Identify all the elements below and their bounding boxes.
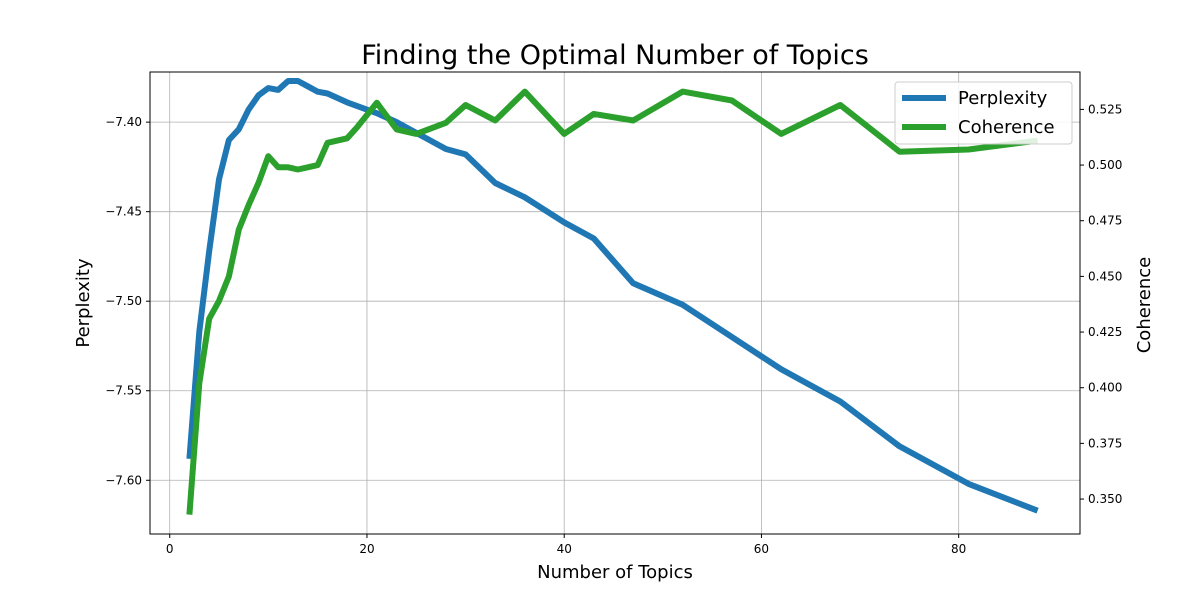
series-lines [186,78,1039,515]
y2-tick-label: 0.500 [1088,158,1122,172]
y2-tick-label: 0.400 [1088,381,1122,395]
x-axis-label: Number of Topics [537,562,693,583]
x-tick-label: 20 [359,542,374,556]
y2-axis-ticks: 0.350 0.375 0.400 0.425 0.450 0.475 0.500 0.525 [1080,102,1122,506]
x-tick-label: 40 [557,542,572,556]
y-axis-label: Perplexity [73,258,94,348]
y-tick-label: −7.45 [105,205,142,219]
y2-tick-label: 0.525 [1088,102,1122,116]
legend-label-perplexity: Perplexity [958,88,1048,109]
y-tick-label: −7.55 [105,384,142,398]
x-tick-label: 0 [166,542,174,556]
plot-frame [149,71,1081,535]
y-tick-label: −7.40 [105,115,142,129]
legend: Perplexity Coherence [894,81,1073,145]
y-tick-label: −7.50 [105,294,142,308]
y-tick-label: −7.60 [105,473,142,487]
y2-tick-label: 0.375 [1088,436,1122,450]
x-axis-ticks: 0 20 40 60 80 [166,534,966,556]
x-tick-label: 60 [754,542,769,556]
y2-tick-label: 0.450 [1088,269,1122,283]
legend-label-coherence: Coherence [958,117,1055,138]
y2-tick-label: 0.425 [1088,325,1122,339]
chart-title: Finding the Optimal Number of Topics [361,40,869,71]
y2-tick-label: 0.350 [1088,492,1122,506]
series-line-coherence [186,88,1038,515]
y2-axis-label: Coherence [1134,257,1155,354]
series-line-perplexity [186,78,1039,514]
y2-tick-label: 0.475 [1088,214,1122,228]
x-tick-label: 80 [951,542,966,556]
y-axis-ticks: −7.60 −7.55 −7.50 −7.45 −7.40 [105,115,150,487]
